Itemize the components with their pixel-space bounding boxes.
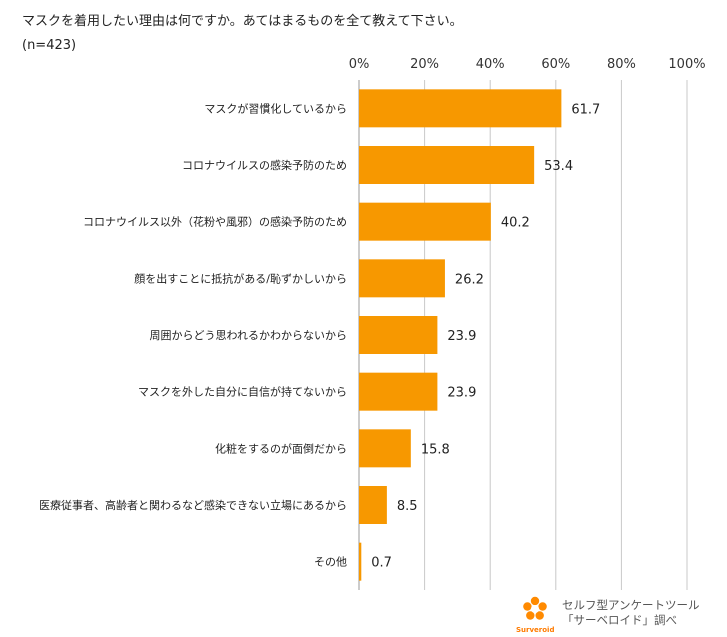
bar [359, 89, 562, 128]
bar [359, 146, 535, 184]
x-tick-label: 20% [410, 57, 439, 72]
category-label: マスクが習慣化しているから [204, 101, 347, 115]
sample-size: (n=423) [22, 38, 77, 53]
surveroid-logo-icon [523, 596, 547, 620]
bar [359, 486, 387, 524]
chart-title: マスクを着用したい理由は何ですか。あてはまるものを全て教えて下さい。 [22, 14, 463, 29]
value-label: 53.4 [544, 159, 573, 174]
bar [359, 316, 438, 354]
x-tick-label: 0% [349, 57, 370, 72]
source-credit: セルフ型アンケートツール 「サーベロイド」調べ [562, 598, 700, 628]
bar [359, 372, 438, 411]
category-label: 顔を出すことに抵抗がある/恥ずかしいから [134, 271, 347, 285]
category-label: 医療従事者、高齢者と関わるなど感染できない立場にあるから [39, 498, 347, 512]
category-label: コロナウイルス以外（花粉や風邪）の感染予防のため [83, 215, 347, 229]
value-label: 23.9 [447, 386, 476, 401]
bar [359, 202, 491, 241]
bar [359, 429, 411, 468]
value-label: 26.2 [455, 272, 484, 287]
value-label: 15.8 [421, 442, 450, 457]
x-tick-label: 40% [476, 57, 505, 72]
value-label: 23.9 [447, 329, 476, 344]
value-label: 61.7 [571, 102, 600, 117]
source-line-2: 「サーベロイド」調べ [562, 613, 677, 627]
bar [359, 259, 445, 298]
category-label: 周囲からどう思われるかわからないから [150, 329, 347, 342]
x-tick-label: 60% [541, 57, 570, 72]
category-label: マスクを外した自分に自信が持てないから [138, 385, 347, 399]
logo-wordmark: Surveroid [516, 626, 555, 634]
value-label: 8.5 [397, 499, 418, 514]
category-label: 化粧をするのが面倒だから [215, 441, 347, 455]
bar [359, 542, 362, 581]
x-tick-label: 80% [607, 57, 636, 72]
category-label: コロナウイルスの感染予防のため [182, 158, 347, 172]
x-tick-label: 100% [668, 57, 705, 72]
category-label: その他 [314, 556, 347, 569]
source-line-1: セルフ型アンケートツール [562, 598, 700, 612]
value-label: 0.7 [371, 556, 392, 571]
value-label: 40.2 [501, 216, 530, 231]
